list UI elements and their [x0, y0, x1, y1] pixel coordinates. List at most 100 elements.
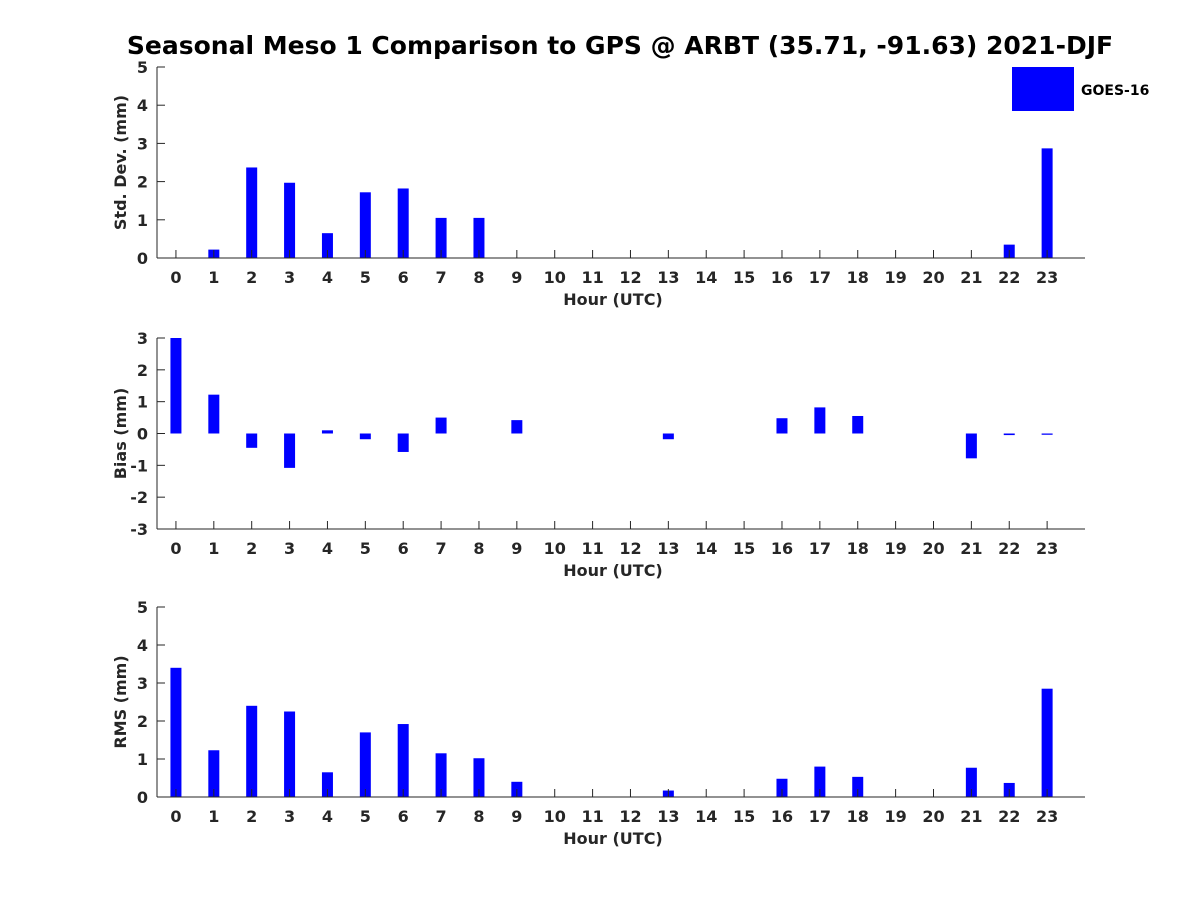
bar-bias-21 — [965, 433, 977, 459]
bar-bias-4 — [321, 430, 333, 434]
x-tick-label-std-dev-12: 12 — [619, 268, 641, 287]
x-tick-label-bias-11: 11 — [581, 539, 603, 558]
x-tick-label-std-dev-10: 10 — [544, 268, 566, 287]
bar-rms-17 — [814, 766, 826, 797]
y-tick-label-rms-4: 4 — [137, 636, 148, 655]
bar-bias-7 — [435, 417, 447, 434]
x-tick-label-bias-19: 19 — [884, 539, 906, 558]
x-tick-label-bias-10: 10 — [544, 539, 566, 558]
x-tick-label-bias-8: 8 — [473, 539, 484, 558]
x-tick-label-rms-1: 1 — [208, 807, 219, 826]
x-tick-label-rms-16: 16 — [771, 807, 793, 826]
bar-std-dev-7 — [435, 217, 447, 258]
y-tick-label-std-dev-4: 4 — [137, 96, 148, 115]
x-tick-label-bias-6: 6 — [398, 539, 409, 558]
bar-std-dev-2 — [246, 167, 258, 258]
y-tick-label-rms-3: 3 — [137, 674, 148, 693]
y-tick-label-std-dev-2: 2 — [137, 173, 148, 192]
x-tick-label-rms-19: 19 — [884, 807, 906, 826]
x-tick-label-std-dev-22: 22 — [998, 268, 1020, 287]
y-tick-label-bias-2: 2 — [137, 361, 148, 380]
x-tick-label-rms-3: 3 — [284, 807, 295, 826]
x-tick-label-bias-18: 18 — [847, 539, 869, 558]
x-tick-label-bias-17: 17 — [809, 539, 831, 558]
x-tick-label-std-dev-15: 15 — [733, 268, 755, 287]
bar-bias-2 — [246, 433, 258, 448]
bar-rms-5 — [359, 732, 371, 797]
x-tick-label-bias-0: 0 — [170, 539, 181, 558]
x-tick-label-rms-14: 14 — [695, 807, 717, 826]
x-tick-label-rms-9: 9 — [511, 807, 522, 826]
legend-swatch — [1012, 67, 1074, 111]
y-tick-label-rms-5: 5 — [137, 598, 148, 617]
bar-bias-17 — [814, 407, 826, 434]
x-tick-label-rms-2: 2 — [246, 807, 257, 826]
bar-rms-21 — [965, 767, 977, 797]
x-tick-label-std-dev-7: 7 — [436, 268, 447, 287]
x-tick-label-std-dev-19: 19 — [884, 268, 906, 287]
x-tick-label-bias-20: 20 — [922, 539, 944, 558]
y-tick-label-bias--1: -1 — [130, 456, 148, 475]
x-tick-label-bias-16: 16 — [771, 539, 793, 558]
bar-std-dev-5 — [359, 192, 371, 258]
x-tick-label-std-dev-9: 9 — [511, 268, 522, 287]
x-tick-label-std-dev-8: 8 — [473, 268, 484, 287]
x-tick-label-std-dev-11: 11 — [581, 268, 603, 287]
y-axis-label-bias: Bias (mm) — [111, 388, 130, 480]
bar-bias-3 — [284, 433, 296, 468]
x-tick-label-bias-7: 7 — [436, 539, 447, 558]
x-tick-label-std-dev-20: 20 — [922, 268, 944, 287]
x-tick-label-bias-14: 14 — [695, 539, 717, 558]
x-tick-label-std-dev-0: 0 — [170, 268, 181, 287]
bar-rms-3 — [284, 711, 296, 797]
bar-bias-9 — [511, 420, 523, 434]
x-tick-label-rms-22: 22 — [998, 807, 1020, 826]
y-axis-label-rms: RMS (mm) — [111, 655, 130, 748]
bar-std-dev-8 — [473, 217, 485, 258]
x-tick-label-bias-12: 12 — [619, 539, 641, 558]
x-tick-label-rms-4: 4 — [322, 807, 333, 826]
bar-rms-23 — [1041, 688, 1053, 797]
x-tick-label-bias-22: 22 — [998, 539, 1020, 558]
x-tick-label-rms-8: 8 — [473, 807, 484, 826]
bar-bias-1 — [208, 394, 220, 434]
x-tick-label-std-dev-17: 17 — [809, 268, 831, 287]
legend-label: GOES-16 — [1081, 83, 1149, 99]
x-tick-label-rms-13: 13 — [657, 807, 679, 826]
x-tick-label-bias-15: 15 — [733, 539, 755, 558]
x-tick-label-bias-1: 1 — [208, 539, 219, 558]
bar-std-dev-23 — [1041, 148, 1053, 258]
x-tick-label-bias-3: 3 — [284, 539, 295, 558]
x-tick-label-std-dev-1: 1 — [208, 268, 219, 287]
y-tick-label-rms-1: 1 — [137, 750, 148, 769]
bar-bias-0 — [170, 338, 182, 434]
panel-bias: 0 1 2 3 4 5 6 7 8 9 10 11 12 13 14 15 16 17 18 19 20 21 22 23-3… — [111, 329, 1085, 580]
bar-bias-23 — [1041, 433, 1053, 435]
y-tick-label-std-dev-5: 5 — [137, 58, 148, 77]
x-tick-label-std-dev-2: 2 — [246, 268, 257, 287]
x-tick-label-std-dev-13: 13 — [657, 268, 679, 287]
bar-rms-0 — [170, 667, 182, 797]
bar-bias-18 — [852, 415, 864, 434]
bar-bias-13 — [662, 433, 674, 440]
bar-rms-1 — [208, 750, 220, 797]
x-tick-label-bias-21: 21 — [960, 539, 982, 558]
y-tick-label-std-dev-3: 3 — [137, 134, 148, 153]
x-tick-label-std-dev-21: 21 — [960, 268, 982, 287]
bar-bias-6 — [397, 433, 409, 452]
bar-rms-18 — [852, 776, 864, 797]
legend: GOES-16 — [1012, 67, 1149, 111]
x-tick-label-bias-4: 4 — [322, 539, 333, 558]
x-tick-label-rms-17: 17 — [809, 807, 831, 826]
x-tick-label-bias-23: 23 — [1036, 539, 1058, 558]
x-tick-label-bias-13: 13 — [657, 539, 679, 558]
panel-std-dev: 0 1 2 3 4 5 6 7 8 9 10 11 12 13 14 15 16 17 18 19 20 21 22 2301… — [111, 58, 1085, 309]
x-tick-label-bias-5: 5 — [360, 539, 371, 558]
bar-bias-22 — [1003, 433, 1015, 436]
bar-std-dev-4 — [321, 233, 333, 258]
x-tick-label-rms-21: 21 — [960, 807, 982, 826]
x-tick-label-bias-9: 9 — [511, 539, 522, 558]
bar-std-dev-6 — [397, 188, 409, 258]
bar-rms-16 — [776, 778, 788, 797]
x-axis-label-std-dev: Hour (UTC) — [563, 290, 663, 309]
